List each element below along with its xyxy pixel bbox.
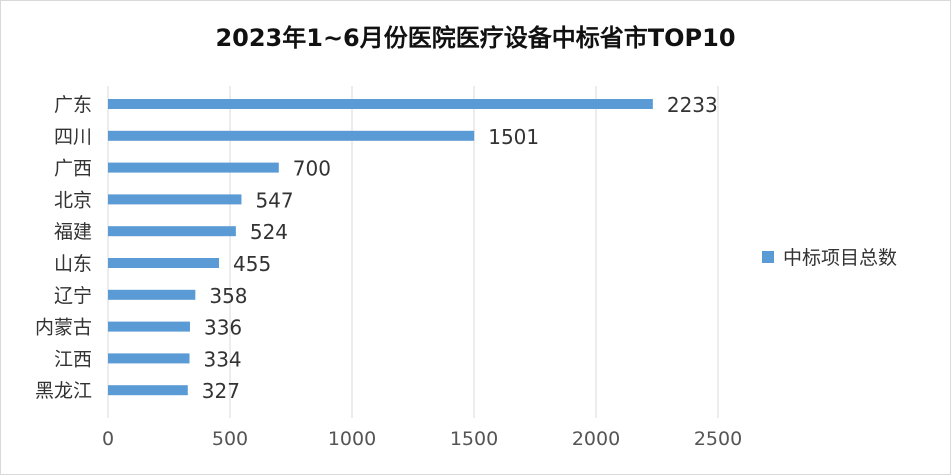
bar [108,162,279,173]
category-label: 辽宁 [54,285,92,307]
chart-title: 2023年1~6月份医院医疗设备中标省市TOP10 [215,24,736,52]
legend: 中标项目总数 [762,247,897,269]
category-label: 内蒙古 [35,317,92,339]
x-tick-label: 1500 [450,428,498,450]
bar [108,258,220,268]
category-label: 山东 [54,253,92,275]
grid-lines [107,86,719,418]
bar [108,321,190,332]
data-label: 524 [250,220,288,244]
data-label: 455 [233,252,271,276]
x-tick-label: 500 [212,428,248,450]
data-label: 700 [293,157,331,181]
category-label: 北京 [54,189,92,211]
legend-swatch [762,251,774,263]
bar [108,353,190,364]
x-tick-label: 0 [102,428,114,450]
x-tick-label: 1000 [328,428,376,450]
category-label: 福建 [54,221,92,243]
x-axis-ticks: 0 500 1000 1500 2000 2500 [102,428,742,450]
bar [108,226,236,237]
category-label: 广西 [54,158,92,180]
category-label: 四川 [54,126,92,148]
data-label: 358 [209,284,247,308]
bar [108,289,196,300]
data-label: 336 [204,316,242,340]
data-label: 327 [202,379,240,403]
category-label: 黑龙江 [35,380,92,402]
data-label: 1501 [488,125,539,149]
data-label: 2233 [667,93,718,117]
category-label: 广东 [54,94,92,116]
data-label: 547 [255,188,293,212]
x-tick-label: 2500 [694,428,742,450]
bar [108,385,188,396]
bar [108,130,475,141]
x-tick-label: 2000 [572,428,620,450]
bar-series [108,99,653,396]
legend-label: 中标项目总数 [783,247,897,269]
bar [108,194,242,205]
data-label: 334 [203,347,241,371]
bar [108,99,653,109]
category-label: 江西 [54,348,92,370]
